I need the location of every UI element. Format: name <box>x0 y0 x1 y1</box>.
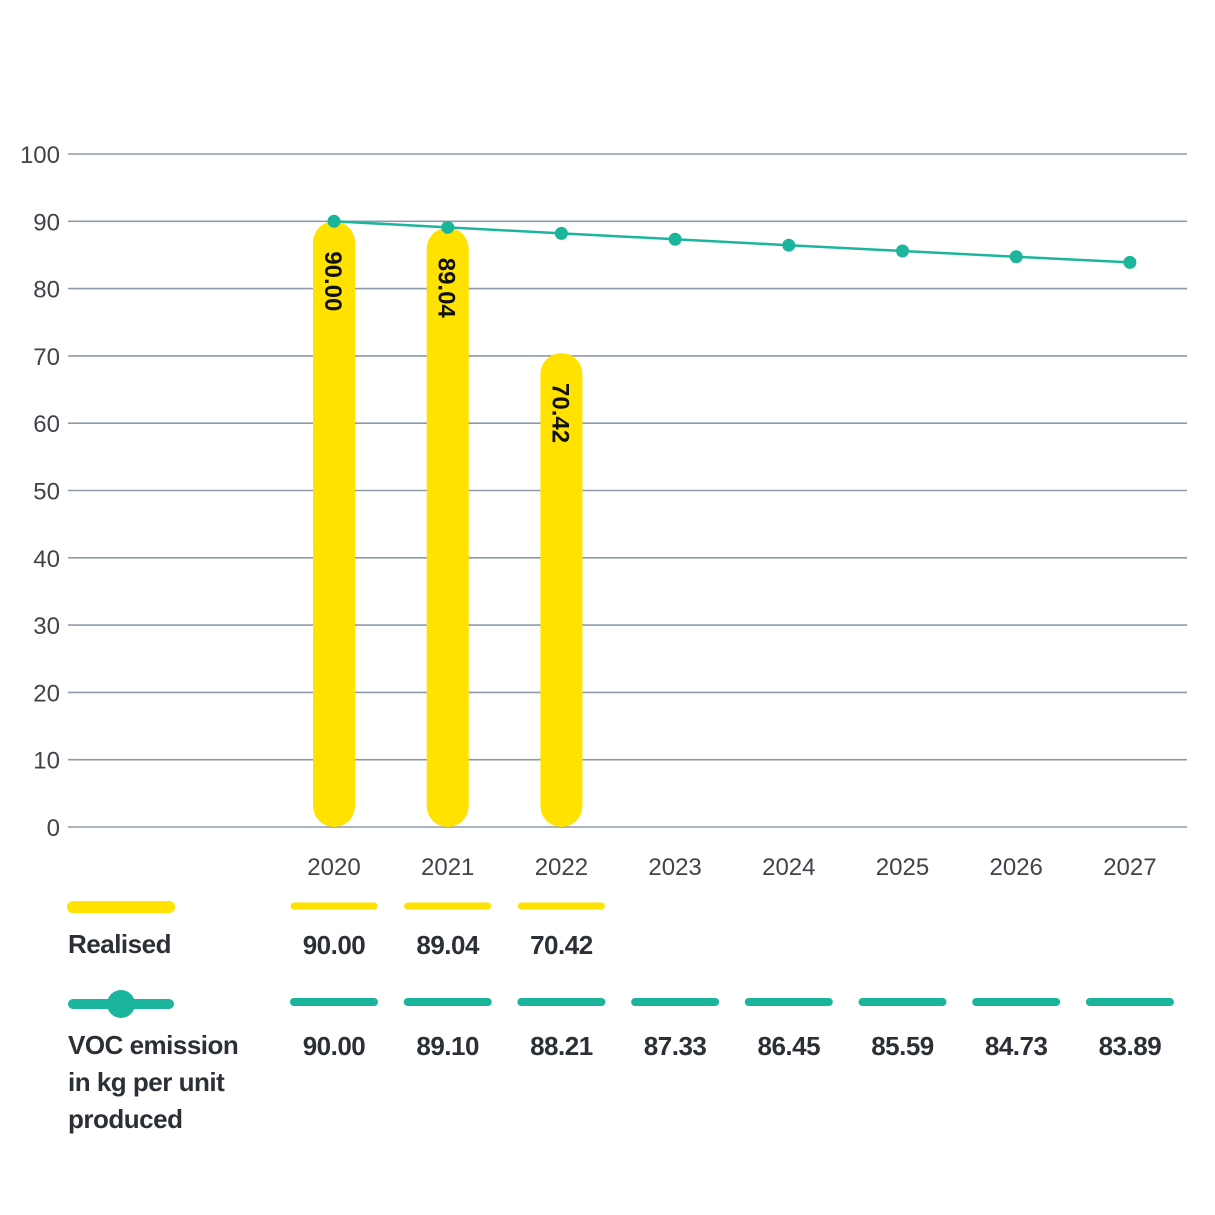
voc-point-2025 <box>896 244 909 258</box>
y-tick-label-100: 100 <box>20 142 60 169</box>
y-tick-label-70: 70 <box>33 344 60 371</box>
y-tick-label-50: 50 <box>33 479 60 506</box>
voc-point-2023 <box>668 232 682 246</box>
bar-label-2022: 70.42 <box>546 383 573 443</box>
x-tick-label-2021: 2021 <box>421 854 474 881</box>
voc-point-2026 <box>1009 250 1023 264</box>
legend-voc-swatch-dot <box>107 990 135 1018</box>
x-tick-label-2026: 2026 <box>990 854 1043 881</box>
y-tick-label-60: 60 <box>33 411 60 438</box>
y-tick-label-20: 20 <box>33 680 60 707</box>
x-tick-label-2022: 2022 <box>535 854 588 881</box>
voc-point-2022 <box>554 226 568 240</box>
x-tick-label-2027: 2027 <box>1103 854 1156 881</box>
bar-label-2021: 89.04 <box>433 258 460 319</box>
bar-label-2020: 90.00 <box>319 251 346 311</box>
x-tick-label-2024: 2024 <box>762 854 815 881</box>
y-tick-label-10: 10 <box>33 748 60 775</box>
bar-2021 <box>426 227 469 827</box>
bar-2022 <box>540 353 583 827</box>
voc-line <box>333 220 1130 264</box>
x-tick-label-2023: 2023 <box>648 854 701 881</box>
y-tick-label-30: 30 <box>33 613 60 640</box>
x-tick-label-2020: 2020 <box>307 854 360 881</box>
voc-point-2021 <box>441 220 455 234</box>
x-tick-label-2025: 2025 <box>876 854 929 881</box>
y-tick-label-0: 0 <box>47 815 60 842</box>
voc-point-2027 <box>1123 255 1137 269</box>
y-tick-label-90: 90 <box>33 209 60 236</box>
y-tick-label-80: 80 <box>33 277 60 304</box>
y-tick-label-40: 40 <box>33 546 60 573</box>
voc-point-2024 <box>782 238 796 252</box>
bar-2020 <box>313 221 355 828</box>
voc-point-2020 <box>327 214 341 228</box>
